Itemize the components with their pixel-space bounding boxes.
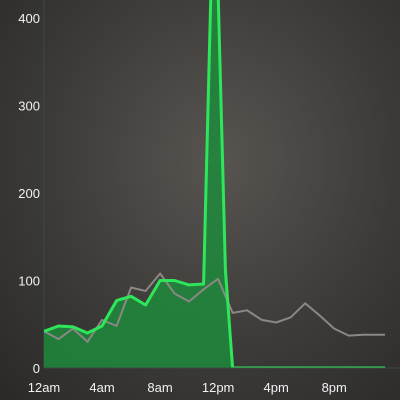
x-tick-label: 4pm — [264, 380, 289, 395]
series-1-line — [44, 272, 385, 343]
series-0-line — [44, 0, 385, 368]
x-tick-label: 12pm — [202, 380, 235, 395]
y-tick-label: 300 — [18, 99, 40, 114]
y-tick-label: 200 — [18, 186, 40, 201]
x-tick-label: 8am — [147, 380, 172, 395]
x-tick-label: 8pm — [322, 380, 347, 395]
y-tick-label: 0 — [33, 361, 40, 376]
series-0-area — [44, 0, 385, 368]
x-tick-label: 12am — [28, 380, 61, 395]
y-tick-label: 100 — [18, 274, 40, 289]
x-tick-label: 4am — [89, 380, 114, 395]
y-tick-label: 400 — [18, 11, 40, 26]
